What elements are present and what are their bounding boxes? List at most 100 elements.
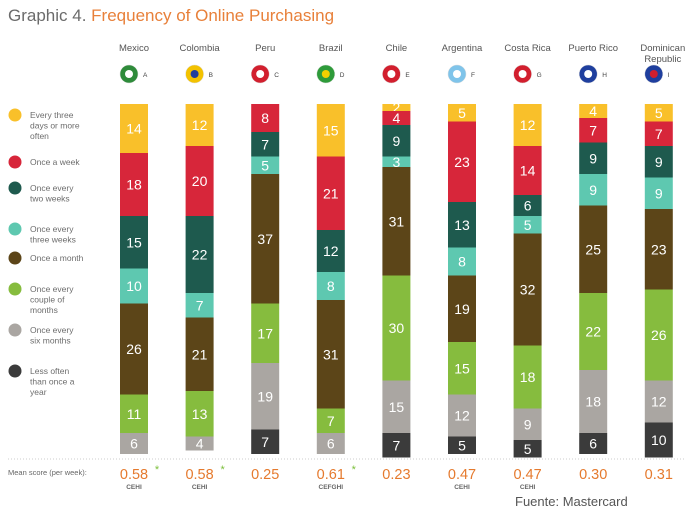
bar-label-0-4: 26 [126, 341, 142, 357]
legend-label-7: than once a [30, 377, 75, 387]
legend-label-3: three weeks [30, 235, 76, 245]
bar-segment-3-2 [316, 230, 345, 272]
bar-segment-0-2 [120, 216, 148, 269]
country-name-1: Colombia [180, 43, 221, 54]
bar-label-7-0: 4 [589, 103, 597, 119]
bar-label-8-1: 7 [655, 126, 663, 142]
country-code-7: H [602, 72, 607, 79]
bar-label-0-2: 15 [126, 234, 142, 250]
mean-score-8: 0.31 [645, 467, 673, 483]
mean-score-7: 0.30 [579, 467, 607, 483]
bar-segment-1-1 [185, 146, 214, 216]
bar-label-2-1: 8 [261, 110, 269, 126]
bar-segment-7-2 [579, 142, 608, 174]
legend-swatch-2 [8, 181, 22, 195]
bar-label-7-4: 25 [585, 241, 601, 257]
bar-segment-2-3 [251, 156, 280, 174]
bar-label-2-3: 5 [261, 157, 269, 173]
bar-segment-3-4 [316, 300, 345, 409]
bar-label-6-6: 9 [524, 416, 532, 432]
bar-segment-6-7 [513, 440, 542, 458]
title-prefix: Graphic 4. [8, 6, 87, 25]
bar-segment-5-5 [448, 342, 476, 395]
country-name-4: Chile [386, 43, 408, 54]
bar-segment-7-5 [579, 293, 608, 370]
bar-segment-0-1 [120, 153, 148, 216]
bar-label-8-3: 9 [655, 185, 663, 201]
bar-label-3-4: 31 [323, 346, 339, 362]
bar-segment-5-7 [448, 436, 476, 454]
bar-label-0-6: 6 [130, 436, 138, 452]
legend-label-3: Once every [30, 224, 74, 234]
bar-label-5-0: 5 [458, 105, 466, 121]
bar-label-0-3: 10 [126, 278, 142, 294]
significance-star-1: * [220, 464, 225, 476]
country-code-8: I [668, 72, 670, 79]
bar-segment-8-2 [644, 146, 673, 178]
legend-swatch-6 [8, 323, 22, 337]
bar-label-0-0: 14 [126, 121, 142, 137]
legend-label-5: Once every [30, 284, 74, 294]
mean-score-2: 0.25 [251, 467, 279, 483]
flag-icon-0 [119, 64, 139, 84]
bar-segment-4-6 [382, 380, 411, 433]
bar-segment-2-6 [251, 363, 280, 430]
bar-segment-7-3 [579, 174, 608, 206]
bar-label-6-1: 14 [520, 163, 536, 179]
bar-label-7-3: 9 [589, 182, 597, 198]
bar-label-7-1: 7 [589, 122, 597, 138]
bar-label-1-5: 13 [192, 406, 208, 422]
country-code-0: A [143, 72, 148, 79]
bar-segment-7-1 [579, 118, 608, 143]
mean-score-5: 0.47 [448, 467, 476, 483]
bar-label-6-5: 18 [520, 369, 536, 385]
bar-segment-2-5 [251, 303, 280, 363]
bar-segment-8-5 [644, 289, 673, 381]
bar-label-8-2: 9 [655, 154, 663, 170]
bar-label-6-4: 32 [520, 282, 536, 298]
bar-label-5-7: 5 [458, 437, 466, 453]
bar-label-1-3: 7 [196, 297, 204, 313]
bar-label-1-0: 12 [192, 117, 208, 133]
bar-segment-4-5 [382, 275, 411, 381]
bar-segment-7-6 [579, 370, 608, 433]
bar-segment-6-4 [513, 233, 542, 346]
legend-swatch-1 [8, 155, 22, 169]
bar-label-5-1: 23 [454, 154, 470, 170]
bar-segment-3-0 [316, 104, 345, 157]
bar-label-4-7: 7 [393, 437, 401, 453]
mean-score-3: 0.61 [317, 467, 345, 483]
bar-segment-8-1 [644, 121, 673, 146]
mean-score-6: 0.47 [513, 467, 541, 483]
bar-label-3-0: 15 [323, 122, 339, 138]
bar-label-3-6: 6 [327, 436, 335, 452]
bar-segment-6-5 [513, 345, 542, 409]
legend-swatch-0 [8, 108, 22, 122]
bar-segment-0-3 [120, 268, 148, 304]
bar-label-0-5: 11 [127, 406, 142, 422]
bar-segment-5-0 [448, 104, 476, 122]
flag-icon-6 [513, 64, 532, 84]
flag-icon-4 [382, 64, 401, 84]
chart-title: Graphic 4. Frequency of Online Purchasin… [8, 6, 334, 26]
bar-segment-4-1 [382, 111, 411, 125]
bar-segment-7-7 [579, 433, 608, 454]
legend-label-7: year [30, 387, 47, 397]
bar-label-2-7: 7 [261, 434, 269, 450]
significance-letters-3: CEFGHI [319, 484, 344, 491]
bar-label-4-4: 31 [389, 213, 405, 229]
bar-label-8-4: 23 [651, 241, 667, 257]
bar-segment-1-6 [185, 436, 214, 451]
significance-star-0: * [155, 464, 160, 476]
bar-segment-7-4 [579, 205, 608, 293]
bar-segment-6-3 [513, 216, 542, 234]
bar-segment-4-0 [382, 104, 411, 111]
bar-segment-8-6 [644, 380, 673, 423]
bar-label-1-1: 20 [192, 173, 208, 189]
legend-label-1: Once a week [30, 157, 80, 167]
flag-icon-1 [185, 64, 204, 84]
country-name-2: Peru [255, 43, 275, 54]
bar-segment-7-0 [579, 104, 608, 118]
bar-label-7-6: 18 [585, 394, 601, 410]
bar-label-2-2: 7 [261, 136, 269, 152]
